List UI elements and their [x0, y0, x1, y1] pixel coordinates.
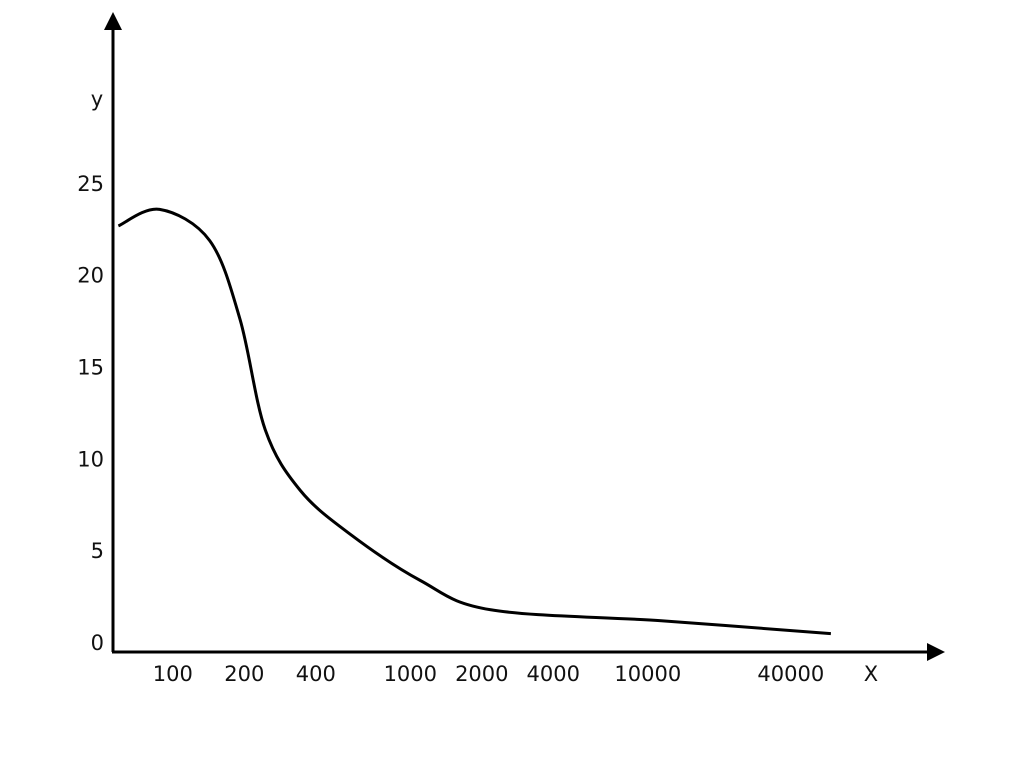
y-tick-label: 10: [77, 447, 104, 471]
y-tick-label: 15: [77, 356, 104, 380]
x-tick-label: 400: [296, 662, 336, 686]
y-tick-label: 5: [91, 539, 104, 563]
x-tick-label: 40000: [757, 662, 824, 686]
x-axis-arrow: [927, 643, 945, 661]
x-axis-label: X: [864, 662, 878, 686]
y-tick-label: 25: [77, 172, 104, 196]
x-tick-label: 200: [224, 662, 264, 686]
y-tick-label: 0: [91, 631, 104, 655]
y-axis-label: y: [91, 87, 103, 111]
x-tick-label: 2000: [455, 662, 508, 686]
y-tick-label: 20: [77, 264, 104, 288]
x-tick-label: 4000: [527, 662, 580, 686]
x-tick-label: 1000: [384, 662, 437, 686]
y-axis-arrow: [104, 12, 122, 30]
data-line: [117, 207, 831, 636]
x-tick-label: 10000: [614, 662, 681, 686]
x-tick-label: 100: [153, 662, 193, 686]
